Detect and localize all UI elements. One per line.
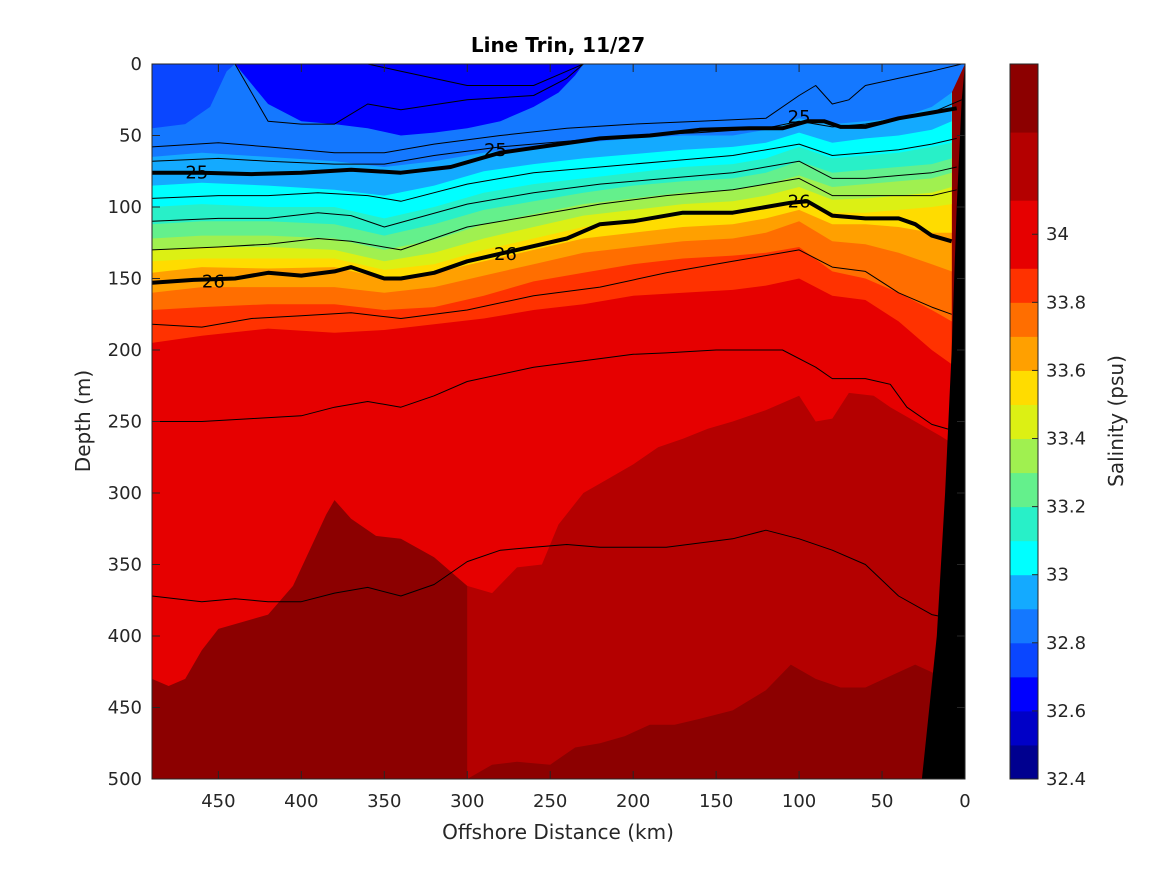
colorbar-swatch [1010,472,1038,508]
bathymetry-layer [921,64,965,779]
x-tick-label: 0 [959,791,970,812]
colorbar-swatch [1010,132,1038,201]
x-axis: 450 400 350 300 250 200 150 100 50 0 [201,64,971,812]
y-tick-label: 350 [108,555,142,576]
x-tick-label: 350 [367,791,401,812]
contour-label: 26 [494,244,517,265]
isopycnal-contours: 25 25 25 26 26 26 [152,64,962,620]
colorbar-swatch [1010,404,1038,440]
colorbar-swatch [1010,642,1038,678]
colorbar-swatch [1010,302,1038,337]
colorbar-tick-label: 32.6 [1046,701,1086,722]
colorbar-swatch [1010,608,1038,644]
colorbar-tick-label: 32.4 [1046,769,1086,790]
isopycnal-line [367,64,584,86]
y-tick-label: 300 [108,483,142,504]
x-tick-label: 300 [450,791,484,812]
isopycnal-line [152,249,952,328]
y-tick-label: 150 [108,269,142,290]
y-tick-label: 250 [108,412,142,433]
salinity-fill-layer [152,64,965,779]
y-tick-label: 500 [108,769,142,790]
colorbar-swatch [1010,540,1038,576]
colorbar-swatches [1010,64,1038,780]
colorbar-swatch [1010,64,1038,133]
salinity-band [152,64,235,129]
y-tick-label: 200 [108,340,142,361]
x-tick-label: 250 [533,791,567,812]
y-tick-label: 450 [108,698,142,719]
colorbar-swatch [1010,268,1038,303]
salinity-band [235,64,584,136]
colorbar-swatch [1010,438,1038,474]
colorbar-tick-label: 34 [1046,224,1069,245]
colorbar-tick-label: 33 [1046,565,1069,586]
isopycnal-line [152,349,952,431]
bathymetry-shelf [921,64,965,779]
x-tick-label: 200 [616,791,650,812]
x-tick-label: 100 [782,791,816,812]
contour-label: 25 [185,163,208,184]
y-tick-label: 100 [108,197,142,218]
colorbar-tick-label: 33.4 [1046,429,1086,450]
colorbar-swatch [1010,710,1038,746]
colorbar-swatch [1010,744,1038,780]
colorbar-swatch [1010,506,1038,542]
isopycnal-line [152,160,957,228]
contour-label: 26 [788,191,811,212]
chart-title: Line Trin, 11/27 [471,33,645,57]
x-tick-label: 400 [284,791,318,812]
isopycnal-line [152,529,952,620]
x-tick-label: 450 [201,791,235,812]
colorbar: 32.4 32.6 32.8 33 33.2 33.4 33.6 33.8 34 Salinit… [1009,63,1128,790]
y-axis: 0 50 100 150 200 250 300 350 400 450 500 [108,54,965,790]
colorbar-swatch [1010,336,1038,371]
colorbar-swatch [1010,574,1038,610]
colorbar-ticks: 32.4 32.6 32.8 33 33.2 33.4 33.6 33.8 34 [1032,224,1086,790]
colorbar-tick-label: 32.8 [1046,633,1086,654]
x-tick-label: 150 [699,791,733,812]
colorbar-swatch [1010,370,1038,405]
isopycnal-line [152,137,957,202]
colorbar-title: Salinity (psu) [1104,355,1128,487]
colorbar-frame [1009,63,1039,780]
isopycnal-line [234,64,584,125]
x-axis-title: Offshore Distance (km) [442,820,674,844]
isopycnal-bold-line [152,199,953,285]
x-tick-label: 50 [871,791,894,812]
plot-area: 25 25 25 26 26 26 [152,64,965,779]
colorbar-tick-label: 33.6 [1046,360,1086,381]
isopycnal-line [152,177,957,251]
contour-label: 25 [484,140,507,161]
isopycnal-bold-line [152,106,958,177]
y-axis-title: Depth (m) [71,370,95,472]
contour-label: 25 [788,107,811,128]
colorbar-swatch [1010,676,1038,712]
colorbar-tick-label: 33.8 [1046,292,1086,313]
y-tick-label: 400 [108,626,142,647]
y-tick-label: 0 [131,54,142,75]
contour-label: 26 [202,271,225,292]
y-tick-label: 50 [119,126,142,147]
isopycnal-line [152,64,962,154]
colorbar-tick-label: 33.2 [1046,497,1086,518]
